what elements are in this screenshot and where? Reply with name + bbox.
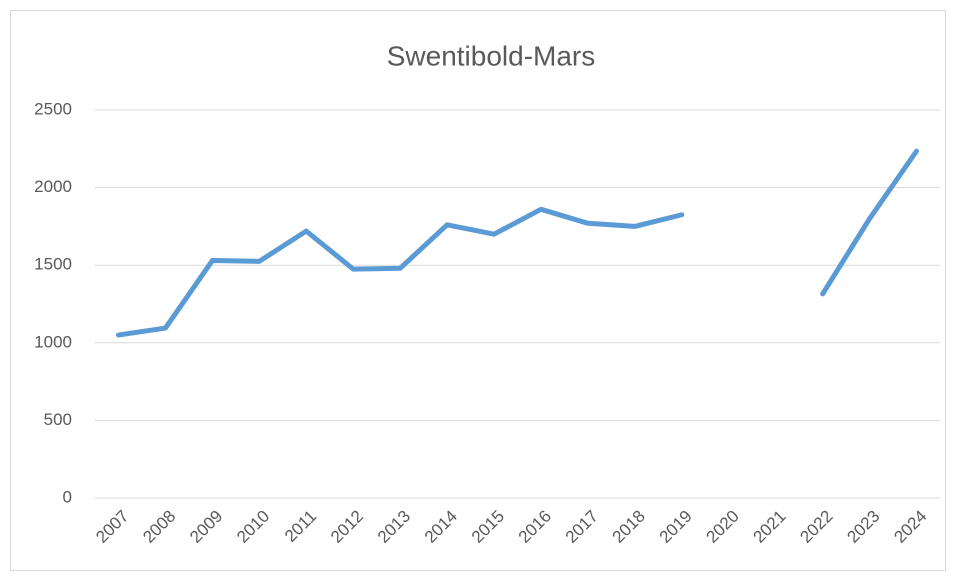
y-tick-label: 500 xyxy=(44,410,72,429)
y-tick-label: 1500 xyxy=(34,255,72,274)
y-tick-label: 2000 xyxy=(34,177,72,196)
data-line xyxy=(115,148,920,338)
chart-title: Swentibold-Mars xyxy=(387,40,596,71)
y-tick-label: 1000 xyxy=(34,332,72,351)
y-tick-label: 0 xyxy=(63,487,72,506)
y-tick-label: 2500 xyxy=(34,99,72,118)
chart-frame xyxy=(10,10,946,571)
